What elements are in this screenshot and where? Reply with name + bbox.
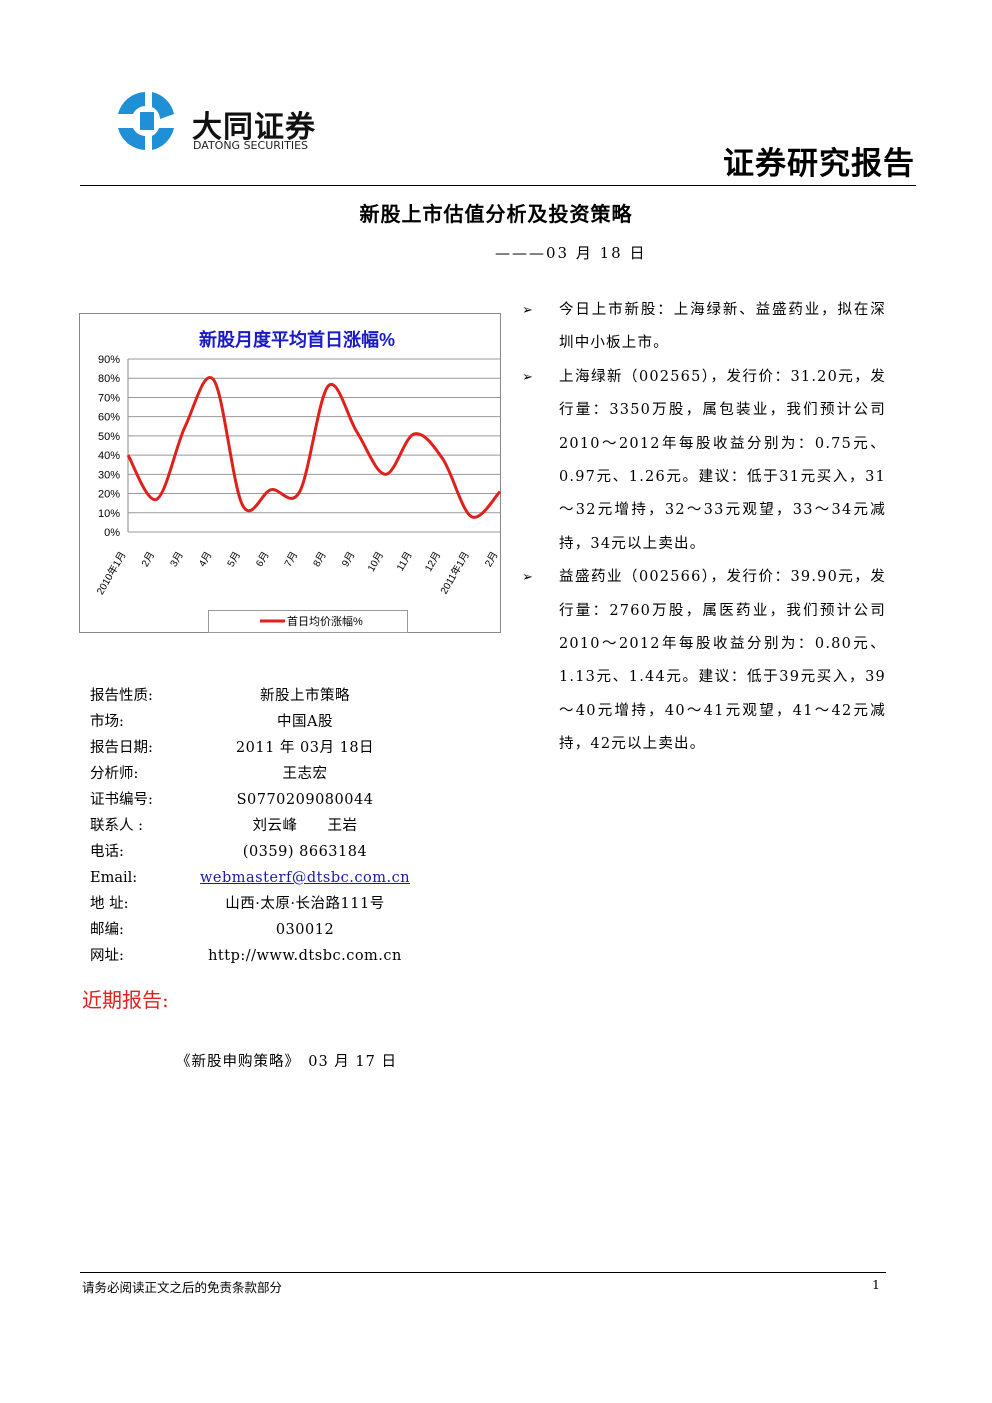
series-line (126, 376, 502, 519)
logo-en: DATONG SECURITIES (193, 139, 309, 152)
info-label: 邮编: (90, 922, 124, 938)
logo-mark (118, 92, 174, 150)
bullet-item: ➢ 益盛药业（002566），发行价：39.90元，发行量：2760万股，属医药业… (522, 561, 886, 761)
info-label: 地 址: (90, 896, 129, 912)
info-row: 联系人 : 刘云峰 王岩 (90, 813, 430, 839)
info-row: 电话: (0359) 8663184 (90, 839, 430, 865)
info-row: 分析师: 王志宏 (90, 761, 430, 787)
header-rule (80, 185, 916, 186)
chart-frame (79, 313, 501, 633)
y-tick-label: 30% (98, 469, 120, 481)
bullet-item: ➢ 今日上市新股：上海绿新、益盛药业，拟在深圳中小板上市。 (522, 294, 886, 361)
info-row: 地 址: 山西·太原·长治路111号 (90, 891, 430, 917)
bullet-arrow: ➢ (522, 369, 535, 385)
legend-label: 首日均价涨幅% (287, 614, 363, 628)
email-link: webmasterf@dtsbc.com.cn (200, 870, 411, 886)
bullet-arrow: ➢ (522, 303, 535, 318)
info-label: 网址: (90, 948, 124, 964)
info-label: 报告日期: (90, 740, 153, 756)
page-number: 1 (872, 1277, 880, 1292)
bullet-text: 益盛药业（002566），发行价：39.90元，发行量：2760万股，属医药业，… (559, 569, 886, 753)
info-value: http://www.dtsbc.com.cn (208, 948, 402, 964)
y-tick-label: 70% (98, 392, 120, 404)
info-label: 证书编号: (90, 792, 153, 808)
info-table: 报告性质: 新股上市策略市场: 中国A股报告日期: 2011 年 03月 18日分析师… (90, 683, 430, 969)
bullet-text: 今日上市新股：上海绿新、益盛药业，拟在深圳中小板上市。 (559, 302, 886, 352)
info-row: 网址: http://www.dtsbc.com.cn (90, 943, 430, 969)
y-tick-label: 10% (98, 508, 120, 520)
legend-box (208, 610, 408, 633)
info-label: Email: (90, 870, 138, 886)
info-row: 邮编: 030012 (90, 917, 430, 943)
y-tick-label: 50% (98, 431, 120, 443)
footer-rule (80, 1272, 886, 1273)
y-tick-label: 20% (98, 489, 120, 501)
info-value: 王志宏 (282, 766, 328, 782)
info-value: S0770209080044 (236, 792, 374, 808)
info-value: 2011 年 03月 18日 (235, 740, 375, 756)
info-value: (0359) 8663184 (242, 844, 368, 860)
y-tick-label: 0% (104, 527, 120, 539)
info-label: 市场: (90, 714, 124, 730)
footer-disclaimer: 请务必阅读正文之后的免责条款部分 (82, 1280, 283, 1295)
bullet-arrow: ➢ (522, 570, 535, 586)
y-tick-label: 40% (98, 450, 120, 462)
info-row: 报告日期: 2011 年 03月 18日 (90, 735, 430, 761)
report-date: ———03 月 18 日 (495, 244, 647, 262)
info-label: 电话: (90, 844, 124, 860)
recent-heading: 近期报告: (82, 988, 169, 1012)
info-value: webmasterf@dtsbc.com.cn (200, 865, 410, 891)
info-value: 030012 (275, 922, 335, 938)
chart: 新股月度平均首日涨幅% 0% 10% 20% 30% 40% 50% 60% 70% 80% 90… (79, 313, 502, 633)
info-label: 报告性质: (90, 688, 153, 704)
info-value: 刘云峰 王岩 (252, 818, 358, 834)
info-value: 中国A股 (277, 714, 333, 730)
info-label: 联系人 : (90, 818, 143, 834)
info-row: 报告性质: 新股上市策略 (90, 683, 430, 709)
recent-item: 《新股申购策略》 03 月 17 日 (176, 1054, 397, 1070)
info-row: 市场: 中国A股 (90, 709, 430, 735)
chart-title: 新股月度平均首日涨幅% (199, 329, 395, 350)
y-tick-label: 60% (98, 412, 120, 424)
logo-cn: 大同证券 (192, 110, 316, 145)
bullet-list: ➢ 今日上市新股：上海绿新、益盛药业，拟在深圳中小板上市。 ➢ 上海绿新（002565… (522, 294, 886, 762)
info-row: Email: webmasterf@dtsbc.com.cn (90, 865, 430, 891)
y-tick-label: 90% (98, 354, 120, 366)
y-tick-label: 80% (98, 373, 120, 385)
report-type: 证券研究报告 (723, 146, 915, 182)
info-value: 山西·太原·长治路111号 (225, 896, 385, 912)
report-title: 新股上市估值分析及投资策略 (359, 202, 633, 226)
info-row: 证书编号: S0770209080044 (90, 787, 430, 813)
info-label: 分析师: (90, 766, 139, 782)
bullet-text: 上海绿新（002565），发行价：31.20元，发行量：3350万股，属包装业，… (559, 368, 886, 552)
recent-list: 《新股申购策略》 03 月 17 日 (176, 1050, 397, 1071)
info-value: 新股上市策略 (260, 688, 350, 704)
bullet-item: ➢ 上海绿新（002565），发行价：31.20元，发行量：3350万股，属包装业… (522, 361, 886, 561)
